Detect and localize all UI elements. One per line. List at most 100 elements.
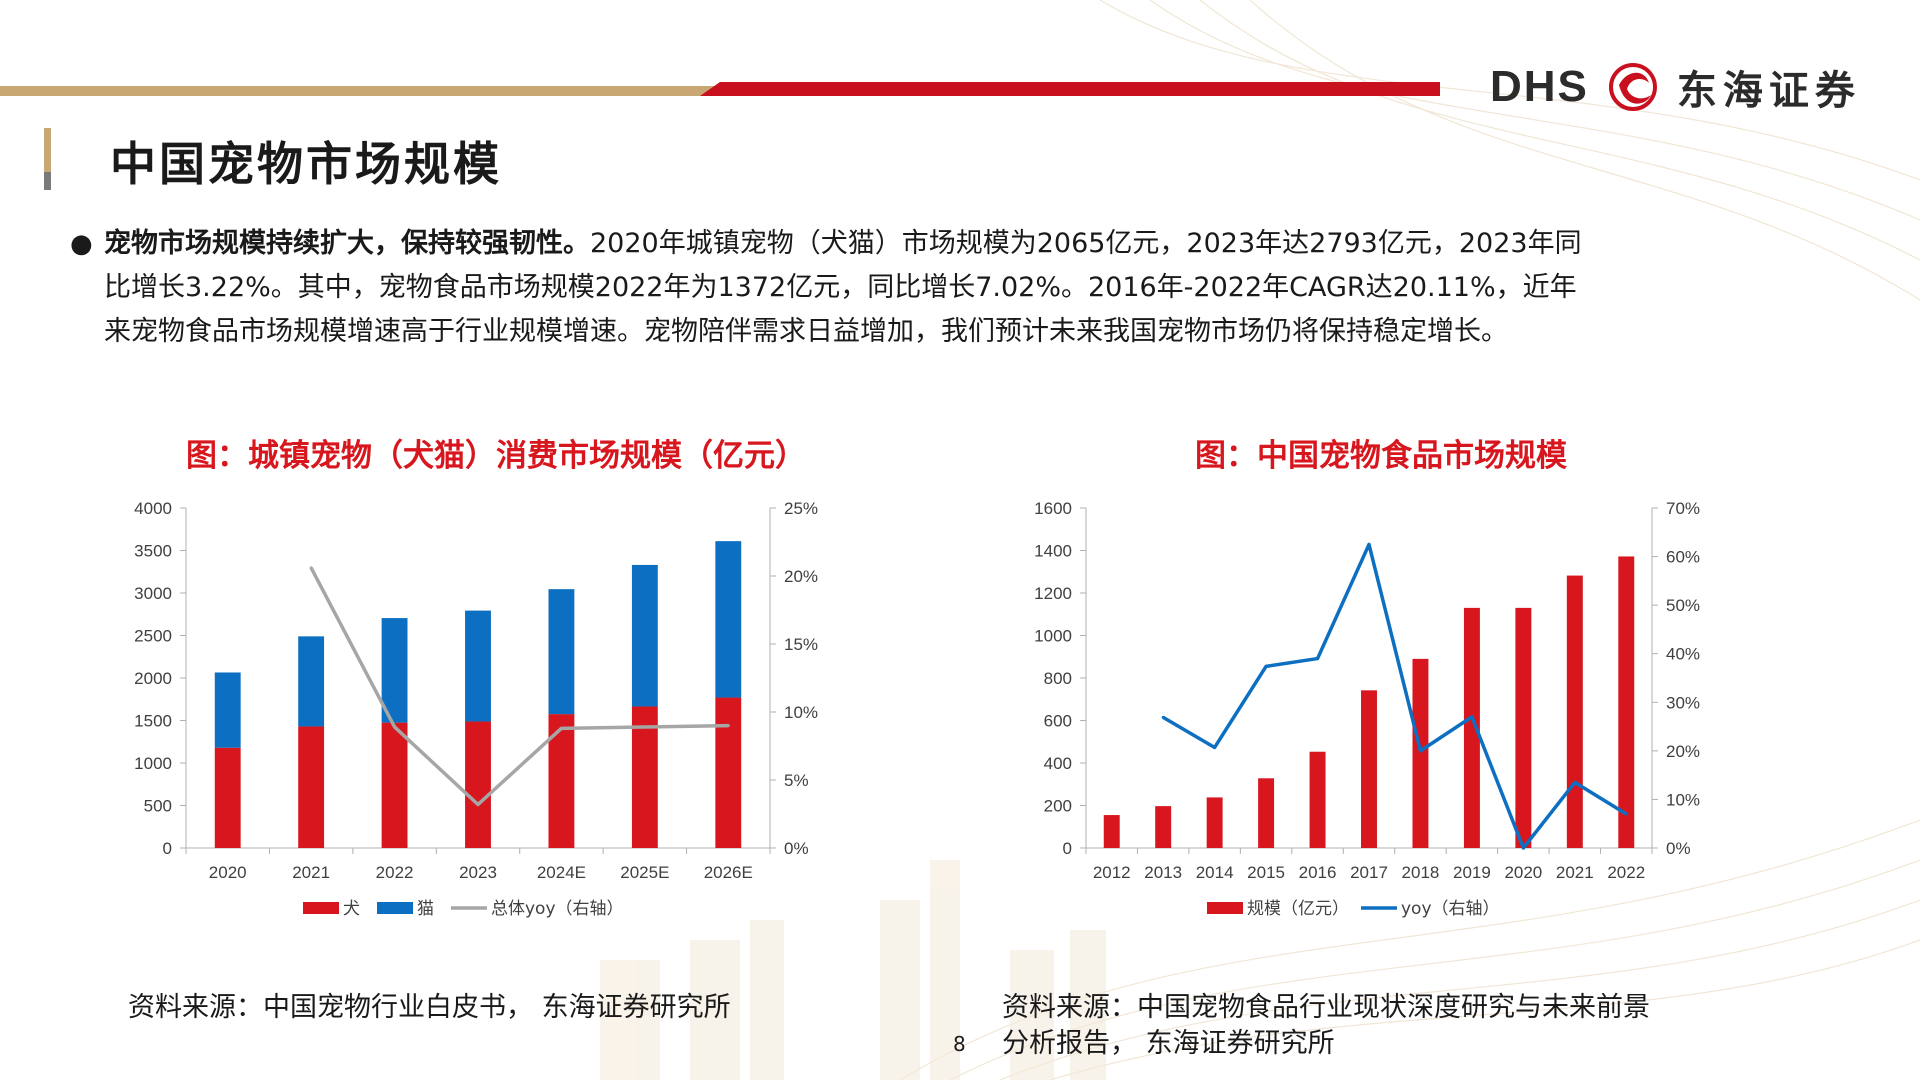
source-right: 资料来源：中国宠物食品行业现状深度研究与未来前景 分析报告， 东海证券研究所 <box>1002 990 1650 1062</box>
line-series-总体yoy（右轴） <box>309 567 729 807</box>
line-point-2022 <box>1624 812 1628 816</box>
line-point-2016 <box>1316 657 1320 661</box>
header-gold-bar <box>0 86 720 96</box>
bar-犬-2025E <box>631 706 658 848</box>
y-right-tick-label: 10% <box>1666 790 1700 809</box>
y-left-tick-label: 0 <box>1063 839 1072 858</box>
source-left: 资料来源：中国宠物行业白皮书， 东海证券研究所 <box>128 992 731 1023</box>
y-right-tick-label: 25% <box>784 499 818 518</box>
y-left-tick-label: 1000 <box>134 754 172 773</box>
y-left-tick-label: 2500 <box>134 627 172 646</box>
legend-label: yoy（右轴） <box>1401 899 1500 919</box>
y-left-tick-label: 500 <box>144 797 172 816</box>
logo-text-cn: 东海证券 <box>1676 68 1861 114</box>
line-point-2021 <box>1573 780 1577 784</box>
y-right-tick-label: 15% <box>784 635 818 654</box>
y-right-tick-label: 20% <box>1666 742 1700 761</box>
legend-label: 规模（亿元） <box>1247 899 1349 919</box>
y-right-tick-label: 0% <box>784 839 809 858</box>
x-tick-label: 2026E <box>704 863 753 882</box>
y-left-tick-label: 800 <box>1044 669 1072 688</box>
bar-犬-2023 <box>465 721 491 848</box>
y-right-tick-label: 40% <box>1666 645 1700 664</box>
page-number: 8 <box>953 1032 966 1056</box>
x-tick-label: 2016 <box>1299 863 1337 882</box>
y-left-tick-label: 1600 <box>1034 499 1072 518</box>
y-right-tick-label: 70% <box>1666 499 1700 518</box>
legend-swatch-box <box>377 902 413 914</box>
x-tick-label: 2015 <box>1247 863 1285 882</box>
line-point-2021 <box>309 566 313 570</box>
line-point-2020 <box>1521 846 1525 850</box>
dragon-emblem-icon <box>1608 63 1657 111</box>
x-tick-label: 2022 <box>376 863 414 882</box>
x-tick-label: 2019 <box>1453 863 1491 882</box>
paragraph-line-2: 比增长3.22%。其中，宠物食品市场规模2022年为1372亿元，同比增长7.0… <box>104 272 1577 303</box>
bar-犬-2020 <box>214 747 241 848</box>
y-left-tick-label: 1500 <box>134 712 172 731</box>
legend-item-0: 规模（亿元） <box>1207 899 1349 919</box>
y-left-tick-label: 3000 <box>134 584 172 603</box>
bar-犬-2026E <box>715 697 742 848</box>
paragraph-line-3: 来宠物食品市场规模增速高于行业规模增速。宠物陪伴需求日益增加，我们预计未来我国宠… <box>104 316 1508 347</box>
legend-label: 猫 <box>417 899 434 919</box>
x-tick-label: 2025E <box>620 863 669 882</box>
y-right-tick-label: 5% <box>784 771 809 790</box>
chart-urban-pet-market: 0 500 1000 1500 2000 2500 3000 3500 4000 0% 5% 10% 1… <box>134 499 818 919</box>
chart2-title: 图：中国宠物食品市场规模 <box>1195 438 1567 474</box>
bar-规模（亿元）-2014 <box>1206 797 1223 848</box>
x-tick-label: 2022 <box>1607 863 1645 882</box>
x-tick-label: 2017 <box>1350 863 1388 882</box>
x-tick-label: 2024E <box>537 863 586 882</box>
line-series-yoy（右轴） <box>1162 542 1628 850</box>
legend-item-2: 总体yoy（右轴） <box>451 899 624 919</box>
y-left-tick-label: 200 <box>1044 797 1072 816</box>
legend-item-1: yoy（右轴） <box>1361 899 1500 919</box>
y-left-tick-label: 400 <box>1044 754 1072 773</box>
line-point-2022 <box>393 725 397 729</box>
paragraph-lead: 宠物市场规模持续扩大，保持较强韧性。 <box>104 228 590 259</box>
line-point-2014 <box>1213 745 1217 749</box>
bar-规模（亿元）-2018 <box>1412 658 1429 848</box>
y-left-tick-label: 600 <box>1044 712 1072 731</box>
chart-pet-food-market: 0 200 400 600 800 1000 1200 1400 1600 0% 10% 20% 30%… <box>1034 499 1700 919</box>
y-right-tick-label: 10% <box>784 703 818 722</box>
line-point-2025E <box>643 725 647 729</box>
bar-猫-2020 <box>214 672 241 748</box>
line-point-2018 <box>1418 749 1422 753</box>
bar-猫-2023 <box>465 610 491 722</box>
y-left-tick-label: 1200 <box>1034 584 1072 603</box>
x-tick-label: 2021 <box>1556 863 1594 882</box>
legend-swatch-box <box>1207 902 1243 914</box>
summary-paragraph: ● 宠物市场规模持续扩大，保持较强韧性。2020年城镇宠物（犬猫）市场规模为20… <box>70 222 1790 354</box>
line-point-2019 <box>1470 715 1474 719</box>
bar-规模（亿元）-2016 <box>1309 751 1326 848</box>
legend-item-0: 犬 <box>303 899 360 919</box>
line-point-2017 <box>1367 542 1371 546</box>
line-point-2026E <box>726 724 730 728</box>
y-right-tick-label: 0% <box>1666 839 1691 858</box>
bar-规模（亿元）-2015 <box>1258 778 1275 848</box>
bar-猫-2024E <box>548 589 575 715</box>
line-point-2023 <box>476 802 480 806</box>
y-right-tick-label: 50% <box>1666 596 1700 615</box>
bar-猫-2025E <box>631 564 658 707</box>
title-accent-gold <box>44 128 51 172</box>
legend-label: 总体yoy（右轴） <box>491 899 624 919</box>
legend-label: 犬 <box>343 899 360 919</box>
bar-规模（亿元）-2017 <box>1361 690 1377 848</box>
y-left-tick-label: 1400 <box>1034 542 1072 561</box>
bar-猫-2026E <box>715 541 742 698</box>
y-left-tick-label: 3500 <box>134 542 172 561</box>
x-tick-label: 2013 <box>1144 863 1182 882</box>
source-right-line-1: 资料来源：中国宠物食品行业现状深度研究与未来前景 <box>1002 992 1650 1023</box>
y-left-tick-label: 1000 <box>1034 627 1072 646</box>
legend-swatch-box <box>303 902 339 914</box>
x-tick-label: 2018 <box>1402 863 1440 882</box>
page-title: 中国宠物市场规模 <box>110 137 502 191</box>
bar-规模（亿元）-2021 <box>1566 575 1583 848</box>
y-right-tick-label: 20% <box>784 567 818 586</box>
bar-规模（亿元）-2020 <box>1515 607 1532 848</box>
x-tick-label: 2014 <box>1196 863 1234 882</box>
